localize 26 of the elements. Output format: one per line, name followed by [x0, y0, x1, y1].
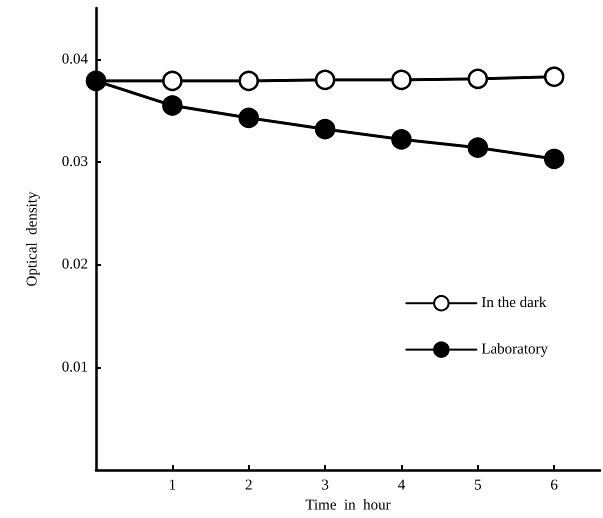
x-tick-label: 6 [550, 478, 558, 494]
point [314, 70, 336, 90]
y-tick-label: 0.02 [62, 256, 88, 273]
x-tick-label: 4 [398, 478, 406, 494]
legend-label: Laboratory [481, 342, 548, 358]
point [391, 70, 412, 90]
point [468, 68, 488, 90]
point [162, 70, 183, 92]
legend-label: In the dark [481, 295, 547, 312]
point [162, 95, 183, 116]
y-tick-label: 0.01 [62, 359, 88, 376]
x-tick-label: 2 [244, 478, 252, 494]
point [238, 70, 259, 92]
y-tick-label: 0.03 [62, 154, 88, 170]
x-axis-title: Time in hour [305, 498, 391, 514]
point [468, 137, 488, 158]
x-tick-label: 3 [321, 478, 329, 494]
point [391, 129, 412, 150]
y-tick-label: 0.04 [62, 51, 88, 68]
x-tick-label: 5 [474, 478, 482, 494]
y-axis-title: Optical density [24, 191, 40, 286]
point [544, 66, 564, 88]
point [238, 108, 259, 128]
x-tick-label: 1 [168, 478, 176, 494]
point [314, 118, 336, 140]
point [544, 148, 564, 170]
